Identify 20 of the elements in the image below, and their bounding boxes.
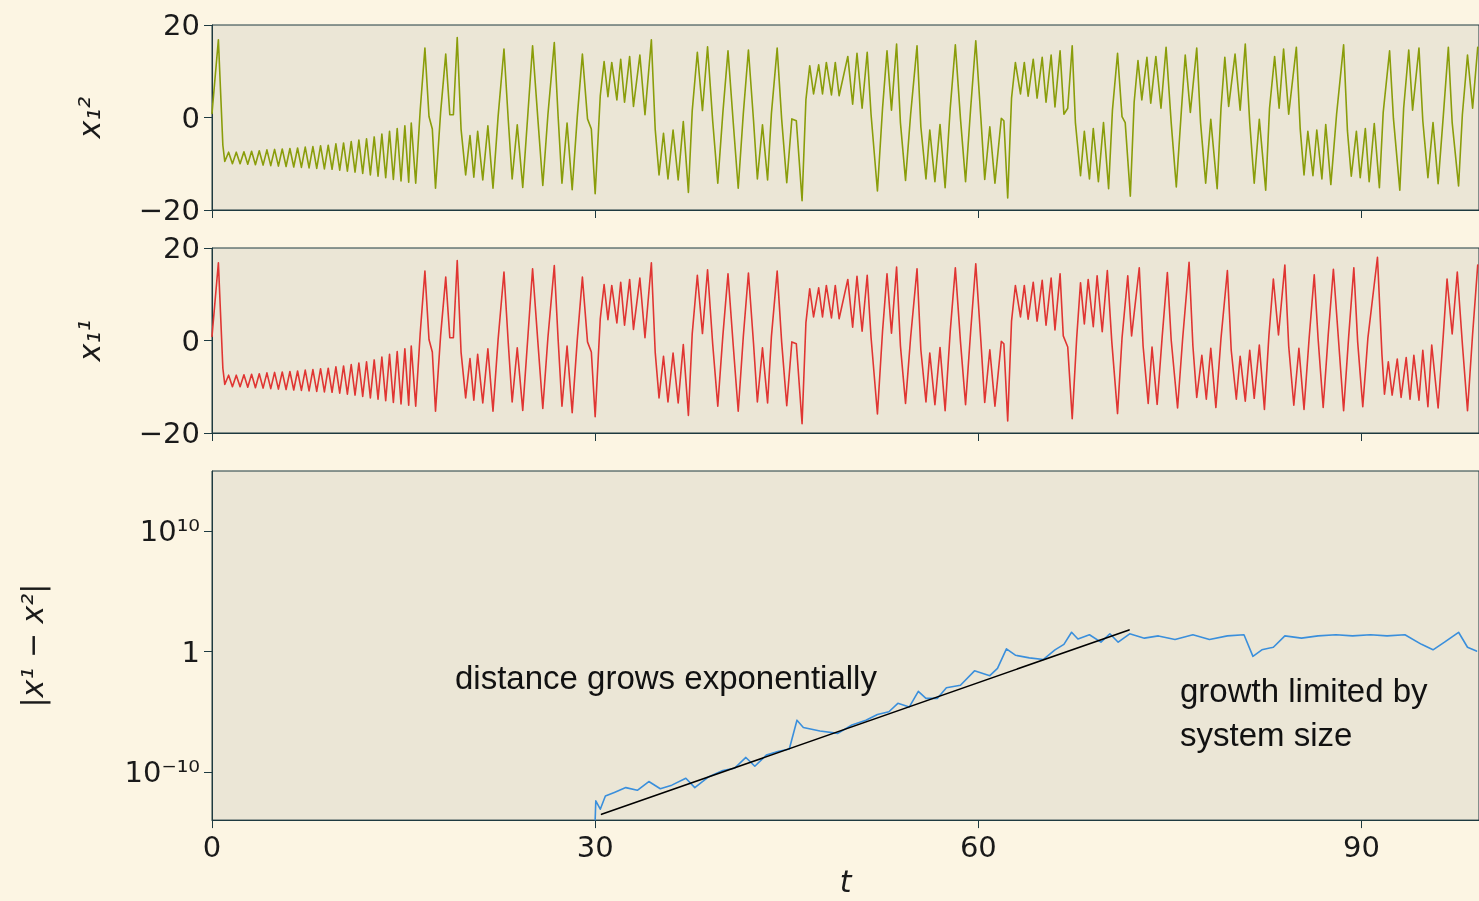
- annotation: distance grows exponentially: [455, 658, 878, 696]
- y-tick-label: 20: [163, 8, 200, 42]
- x-tick-label: 60: [959, 829, 997, 864]
- y-axis-title: x₁²: [71, 96, 107, 140]
- y-axis-title: x₁¹: [71, 319, 107, 363]
- y-tick-label: 1: [181, 634, 200, 669]
- x-tick-label: 30: [576, 829, 614, 864]
- y-tick-label: 20: [163, 231, 200, 265]
- y-tick-label: 10⁻¹⁰: [124, 754, 200, 789]
- x-axis-title: t: [839, 863, 853, 899]
- y-tick-label: −20: [138, 193, 200, 227]
- y-tick-label: 0: [181, 323, 200, 358]
- line-series: [211, 256, 1479, 425]
- line-series: [211, 36, 1479, 202]
- annotation: growth limited by system size: [1180, 671, 1429, 753]
- x-tick-label: 90: [1343, 829, 1380, 864]
- y-tick-label: −20: [138, 416, 200, 450]
- y-tick-label: 10¹⁰: [139, 514, 200, 549]
- y-tick-label: 0: [181, 100, 200, 135]
- y-axis-title: |x¹ − x²|: [14, 583, 51, 708]
